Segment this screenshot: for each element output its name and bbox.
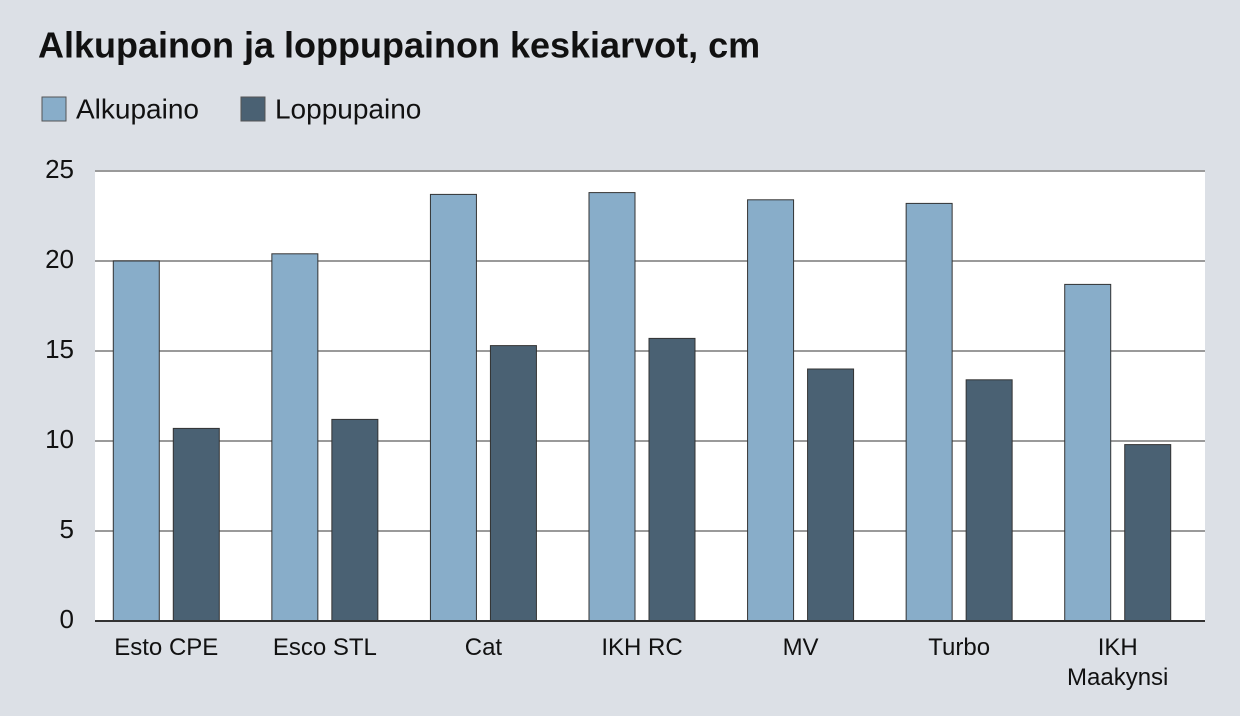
x-tick-label: MV (782, 634, 819, 661)
bar (429, 193, 477, 622)
bar (271, 253, 319, 622)
bar (905, 202, 953, 622)
bar (965, 379, 1013, 622)
bar (112, 260, 160, 622)
x-tick-label: Esto CPE (114, 634, 219, 661)
bar (747, 199, 795, 622)
bar (588, 192, 636, 622)
x-tick-label: IKH Maakynsi (1067, 634, 1169, 691)
bar (1064, 283, 1112, 622)
bar (172, 427, 220, 622)
y-tick-label: 10 (45, 424, 74, 454)
x-tick-label: Esco STL (272, 634, 377, 661)
y-tick-label: 0 (60, 604, 74, 634)
legend-swatch (240, 96, 266, 122)
chart-title: Alkupainon ja loppupainon keskiarvot, cm (38, 25, 760, 66)
legend-swatch (41, 96, 67, 122)
x-tick-label: Cat (464, 634, 503, 661)
y-tick-label: 25 (45, 154, 74, 184)
x-tick-label: IKH RC (601, 634, 683, 661)
x-tick-label: Turbo (928, 634, 991, 661)
y-tick-label: 20 (45, 244, 74, 274)
bar (807, 368, 855, 622)
bar (489, 345, 537, 622)
y-tick-label: 15 (45, 334, 74, 364)
y-tick-label: 5 (60, 514, 74, 544)
legend-label: Alkupaino (76, 93, 199, 124)
bar (331, 418, 379, 622)
bar (1124, 444, 1172, 622)
legend-label: Loppupaino (275, 93, 421, 124)
bar (648, 337, 696, 622)
